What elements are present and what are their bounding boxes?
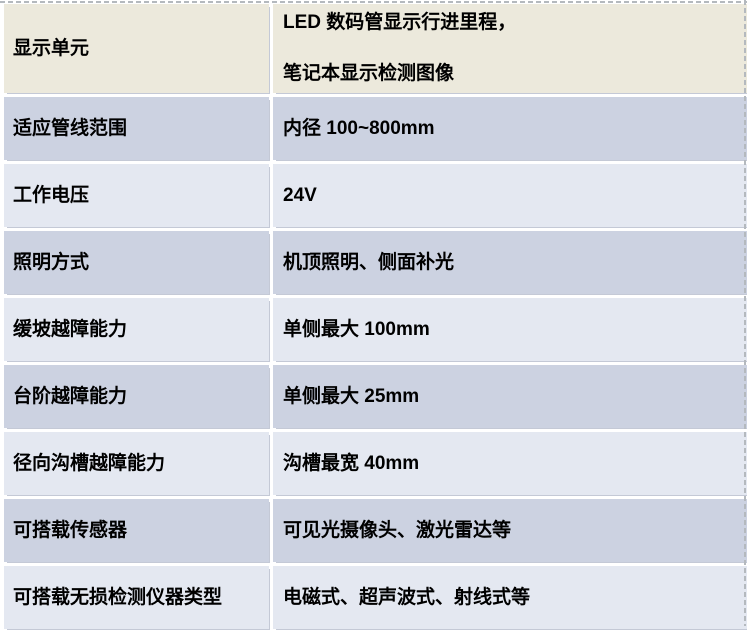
spec-value: 机顶照明、侧面补光 [273,231,747,294]
spec-label: 照明方式 [4,231,269,294]
dashed-border-top [0,1,747,3]
spec-label: 工作电压 [4,164,269,227]
spec-value-multiline: LED 数码管显示行进里程， 笔记本显示检测图像 [283,11,747,86]
spec-label: 可搭载传感器 [4,499,269,562]
spec-value: 单侧最大 100mm [273,298,747,361]
table-row: 台阶越障能力 单侧最大 25mm [4,365,747,428]
spec-value-line2: 笔记本显示检测图像 [283,63,455,84]
table-row: 径向沟槽越障能力 沟槽最宽 40mm [4,432,747,495]
spec-value: 24V [273,164,747,227]
spec-value: 沟槽最宽 40mm [273,432,747,495]
spec-value: 可见光摄像头、激光雷达等 [273,499,747,562]
table-row: 可搭载传感器 可见光摄像头、激光雷达等 [4,499,747,562]
table-row: 缓坡越障能力 单侧最大 100mm [4,298,747,361]
table-row: 可搭载无损检测仪器类型 电磁式、超声波式、射线式等 [4,566,747,629]
spec-table-body: 显示单元 LED 数码管显示行进里程， 笔记本显示检测图像 适应管线范围 内径 100~… [4,4,747,629]
table-row: 显示单元 LED 数码管显示行进里程， 笔记本显示检测图像 [4,4,747,93]
dashed-border-right [744,0,746,626]
spec-label: 径向沟槽越障能力 [4,432,269,495]
spec-label: 缓坡越障能力 [4,298,269,361]
spec-label: 台阶越障能力 [4,365,269,428]
spec-value: 内径 100~800mm [273,97,747,160]
spec-label: 适应管线范围 [4,97,269,160]
table-row: 照明方式 机顶照明、侧面补光 [4,231,747,294]
table-row: 适应管线范围 内径 100~800mm [4,97,747,160]
spec-label: 可搭载无损检测仪器类型 [4,566,269,629]
table-row: 工作电压 24V [4,164,747,227]
spec-value: 电磁式、超声波式、射线式等 [273,566,747,629]
spec-value-line1: LED 数码管显示行进里程， [283,12,517,34]
spec-value: 单侧最大 25mm [273,365,747,428]
spec-value: LED 数码管显示行进里程， 笔记本显示检测图像 [273,4,747,93]
spec-label: 显示单元 [4,4,269,93]
